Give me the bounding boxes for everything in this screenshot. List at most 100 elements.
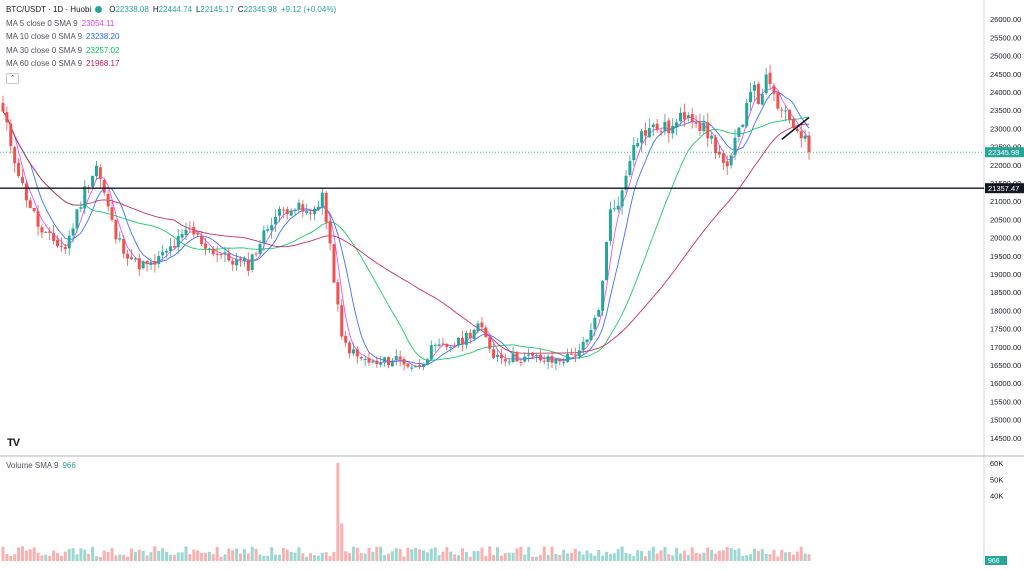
volume-bar xyxy=(519,546,523,561)
volume-bar xyxy=(511,552,515,561)
symbol-label[interactable]: BTC/USDT · 1D · Huobi xyxy=(6,5,92,14)
volume-bar xyxy=(203,552,207,561)
volume-bar xyxy=(242,549,246,561)
candle-body xyxy=(585,339,589,343)
candle-body xyxy=(285,209,289,215)
candle xyxy=(499,348,503,365)
candle-body xyxy=(542,360,546,362)
candle xyxy=(546,353,550,370)
candle-body xyxy=(764,74,768,94)
volume-bar xyxy=(729,548,733,561)
volume-axis: 40K 50K 60K xyxy=(990,459,1003,501)
candle xyxy=(605,241,609,281)
candle xyxy=(348,340,352,359)
candle-body xyxy=(445,343,449,348)
candle-body xyxy=(437,344,441,347)
candle-body xyxy=(776,92,780,109)
candle xyxy=(129,249,133,260)
volume-bar xyxy=(640,550,644,561)
volume-bar xyxy=(386,553,390,561)
candle xyxy=(106,190,110,212)
volume-bar xyxy=(515,548,519,561)
indicator-row[interactable]: MA 5 close 0 SMA 9 23054.11 xyxy=(6,17,336,31)
candle xyxy=(168,237,172,257)
candle xyxy=(28,197,32,209)
candle-body xyxy=(694,122,698,124)
volume-bar xyxy=(488,546,492,561)
candle-body xyxy=(538,354,542,361)
volume-bar xyxy=(83,549,87,561)
volume-bar xyxy=(48,555,52,561)
volume-bar xyxy=(429,548,433,561)
volume-bar xyxy=(546,554,550,561)
candle-body xyxy=(721,153,725,163)
candle xyxy=(231,258,235,272)
candle xyxy=(383,356,387,367)
candle xyxy=(36,204,40,236)
indicator-row[interactable]: MA 30 close 0 SMA 9 23257.02 xyxy=(6,44,336,58)
volume-bar xyxy=(9,555,13,561)
candle-body xyxy=(145,260,149,265)
candle xyxy=(717,145,721,159)
volume-bar xyxy=(460,548,464,561)
candle xyxy=(663,114,667,136)
ohlc-key: H xyxy=(152,5,159,14)
volume-bar xyxy=(344,551,348,561)
volume-bar xyxy=(266,555,270,561)
candle xyxy=(9,119,13,154)
candle xyxy=(476,320,480,334)
volume-bar xyxy=(795,551,799,561)
indicator-row[interactable]: MA 10 close 0 SMA 9 23238.20 xyxy=(6,30,336,44)
candle xyxy=(542,355,546,365)
volume-bar xyxy=(710,549,714,561)
price-tick-label: 22500.00 xyxy=(990,143,1021,152)
volume-bar xyxy=(351,546,355,561)
candle xyxy=(686,112,690,122)
volume-bar xyxy=(612,553,616,561)
price-tick-label: 24000.00 xyxy=(990,88,1021,97)
ma60-line xyxy=(2,111,810,354)
ohlc-value: 22338.08 xyxy=(115,5,149,14)
candle-body xyxy=(110,207,114,220)
candle xyxy=(71,223,75,243)
candle-body xyxy=(359,357,363,359)
price-tick-label: 25000.00 xyxy=(990,52,1021,61)
volume-bar xyxy=(277,554,281,561)
volume-bar xyxy=(235,548,239,561)
candle-body xyxy=(254,253,258,255)
candle xyxy=(48,227,52,241)
volume-bar xyxy=(20,546,24,561)
candle xyxy=(752,80,756,101)
candle xyxy=(772,82,776,101)
price-tick-label: 19500.00 xyxy=(990,252,1021,261)
candle xyxy=(63,243,67,255)
candle-body xyxy=(137,258,141,270)
volume-bar xyxy=(523,554,527,561)
volume-indicator-label[interactable]: Volume SMA 9 xyxy=(6,461,59,470)
candle xyxy=(729,153,733,169)
volume-bar xyxy=(425,552,429,561)
volume-bar xyxy=(301,553,305,561)
candle xyxy=(262,225,266,252)
candle xyxy=(534,353,538,363)
price-tick-label: 23000.00 xyxy=(990,124,1021,133)
volume-bar xyxy=(791,554,795,561)
candle-body xyxy=(94,165,98,177)
volume-bar xyxy=(246,553,250,561)
volume-bar xyxy=(285,549,289,561)
volume-bar xyxy=(196,550,200,561)
volume-bar xyxy=(281,547,285,561)
indicator-row[interactable]: MA 60 close 0 SMA 9 21968.17 xyxy=(6,57,336,71)
candle-body xyxy=(355,349,359,357)
volume-bar xyxy=(554,553,558,561)
chart-legend: BTC/USDT · 1D · Huobi O22338.08 H22444.74 L… xyxy=(6,3,336,84)
volume-bar xyxy=(756,550,760,561)
candle xyxy=(554,357,558,371)
tradingview-logo-icon[interactable]: TV xyxy=(7,437,20,449)
candle xyxy=(733,129,737,161)
collapse-legend-button[interactable]: ⌃ xyxy=(6,72,19,84)
candle xyxy=(484,325,488,338)
volume-bar xyxy=(270,547,274,561)
